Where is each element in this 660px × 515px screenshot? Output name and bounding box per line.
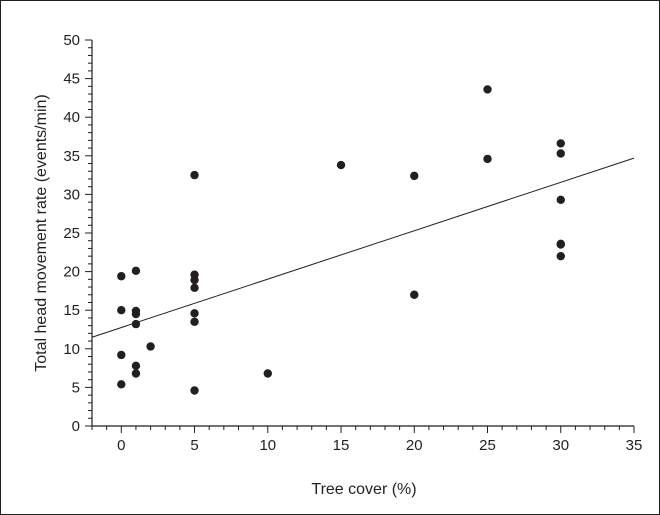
data-point [190, 386, 199, 395]
y-tick-label: 30 [63, 186, 80, 203]
data-point [117, 272, 126, 281]
data-point [336, 160, 346, 170]
x-tick-label: 20 [406, 437, 423, 454]
data-point [556, 149, 565, 158]
x-tick-label: 35 [626, 437, 643, 454]
data-point [556, 139, 565, 148]
data-point [190, 170, 199, 180]
y-tick-label: 15 [63, 302, 80, 319]
x-tick-label: 5 [190, 437, 198, 454]
data-point [556, 240, 565, 249]
y-tick-label: 45 [63, 71, 80, 88]
y-tick-label: 5 [72, 379, 80, 396]
x-tick-label: 15 [333, 437, 350, 454]
axes: 0 5 10 15 20 25 30 35 0 5 10 15 20 25 30 35 40 45 50 [63, 32, 642, 454]
data-point [483, 154, 492, 164]
data-point [131, 361, 141, 370]
trendline-group [91, 157, 635, 338]
y-tick-label: 0 [72, 418, 80, 435]
y-tick-label: 50 [63, 32, 80, 49]
y-tick-label: 10 [63, 341, 80, 358]
data-point [190, 275, 199, 285]
y-tick-label: 20 [63, 264, 80, 281]
data-point [190, 317, 199, 326]
data-point [131, 309, 141, 319]
data-point [556, 195, 565, 205]
x-tick-label: 0 [117, 437, 125, 454]
data-point [190, 283, 199, 293]
data-point [263, 369, 272, 378]
data-point [117, 350, 126, 360]
x-tick-label: 10 [259, 437, 276, 454]
x-axis-label: Tree cover (%) [311, 481, 416, 498]
data-point [117, 380, 126, 389]
y-tick-label: 25 [63, 225, 80, 242]
data-point [410, 171, 419, 181]
x-tick-label: 30 [552, 437, 569, 454]
data-point [131, 369, 141, 378]
data-point [131, 319, 141, 329]
data-points [117, 85, 565, 395]
y-tick-label: 40 [63, 109, 80, 126]
data-point [190, 309, 199, 318]
trendline [91, 157, 635, 338]
data-point [556, 251, 565, 261]
data-point [146, 342, 155, 351]
data-point [410, 290, 419, 299]
data-point [131, 266, 141, 276]
data-point [117, 306, 126, 315]
data-point [483, 85, 492, 94]
y-tick-label: 35 [63, 148, 80, 165]
y-axis-label: Total head movement rate (events/min) [33, 94, 50, 371]
x-tick-label: 25 [479, 437, 496, 454]
